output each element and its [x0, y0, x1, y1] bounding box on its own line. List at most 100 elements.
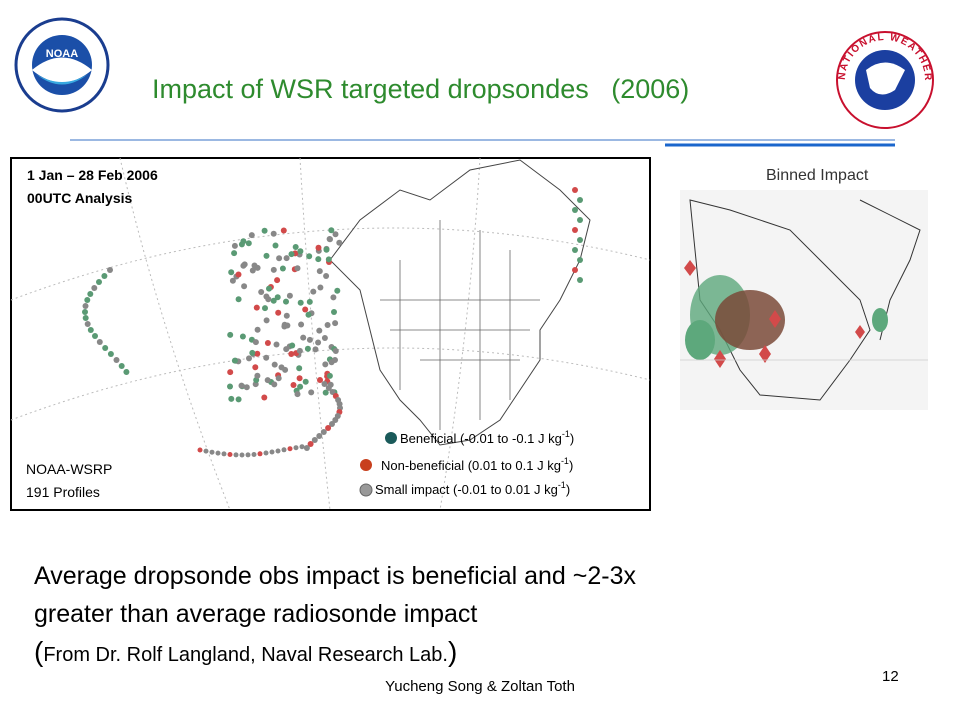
dot [227, 369, 234, 376]
authors: Yucheng Song & Zoltan Toth [385, 678, 575, 695]
dot [300, 334, 307, 341]
paren: ( [34, 636, 44, 667]
body-line: Average dropsonde obs impact is benefici… [34, 562, 637, 590]
dot [243, 384, 250, 391]
dot [253, 304, 260, 311]
dot [281, 323, 288, 330]
dot [334, 287, 341, 294]
dot [264, 377, 271, 384]
legend-sup: -1 [562, 429, 570, 439]
dot [270, 266, 277, 273]
dot [257, 451, 263, 457]
dot [572, 187, 578, 193]
slide-title: Impact of WSR targeted dropsondes (2006) [152, 74, 689, 105]
dot [317, 377, 323, 383]
dot [265, 296, 272, 303]
dot [275, 448, 281, 454]
dot [315, 256, 322, 263]
legend-end: ) [570, 431, 574, 446]
dot [274, 277, 281, 284]
dot [572, 207, 578, 213]
dot [227, 383, 233, 390]
dot [329, 421, 335, 427]
dot [229, 277, 236, 284]
dot [249, 349, 256, 356]
dot [315, 244, 322, 251]
dot [280, 227, 287, 234]
legend-entry: Non-beneficial (0.01 to 0.1 J kg-1) [381, 456, 573, 473]
dot [92, 333, 98, 339]
source: From Dr. Rolf Langland, Naval Research L… [43, 644, 448, 666]
dot [325, 256, 332, 263]
paren: ) [447, 636, 458, 667]
legend-end: ) [569, 458, 573, 473]
dot [296, 375, 303, 382]
dot [297, 299, 304, 306]
dot [294, 391, 301, 398]
dot [231, 250, 238, 257]
legend-sup: -1 [558, 480, 566, 490]
dot [102, 345, 109, 351]
dot [279, 265, 286, 272]
dot [332, 417, 339, 423]
dot [248, 232, 255, 239]
dot [307, 441, 314, 447]
dot [577, 217, 583, 223]
dot [262, 305, 268, 312]
dot [293, 445, 299, 451]
dot [315, 339, 322, 346]
dot [312, 346, 319, 353]
dot [238, 382, 245, 389]
dot [258, 289, 265, 295]
dot [215, 450, 221, 456]
dot [231, 242, 238, 249]
dot [577, 237, 583, 243]
dot [328, 359, 335, 366]
dot [288, 251, 295, 258]
dot [283, 298, 289, 305]
dot [272, 242, 279, 249]
dot [82, 315, 89, 321]
dot [239, 452, 245, 458]
title-year: (2006) [611, 74, 690, 104]
dot [286, 292, 293, 299]
dot [107, 267, 113, 273]
dot [281, 447, 287, 453]
dot [254, 326, 261, 333]
dot [271, 381, 278, 388]
dot [275, 309, 282, 316]
dot [263, 317, 270, 324]
dot [107, 351, 114, 357]
dot [323, 273, 330, 279]
dot [113, 357, 120, 363]
legend-entry: Small impact (-0.01 to 0.01 J kg-1) [375, 480, 570, 497]
dot [297, 248, 304, 255]
dot [329, 389, 336, 395]
dot [96, 339, 103, 345]
dot [235, 396, 242, 403]
dot [87, 327, 94, 333]
dot [270, 297, 277, 304]
body-line: greater than average radiosonde impact [34, 600, 478, 628]
dot [82, 303, 89, 309]
dot [288, 351, 295, 357]
dot [322, 361, 329, 368]
body-line: (From Dr. Rolf Langland, Naval Research … [34, 636, 457, 668]
dot [251, 452, 257, 457]
map-label: 00UTC Analysis [27, 190, 133, 206]
dot [289, 342, 296, 349]
dot [316, 268, 323, 275]
dot [311, 437, 318, 443]
dot [283, 312, 290, 319]
dot [96, 279, 102, 285]
dot [261, 227, 268, 234]
dot [322, 389, 329, 396]
dot [308, 389, 315, 396]
dot [306, 298, 313, 305]
dot [101, 273, 108, 279]
dot [235, 271, 242, 278]
dot [275, 375, 282, 382]
dot [245, 240, 252, 247]
dot [304, 345, 311, 352]
dot [240, 262, 247, 269]
